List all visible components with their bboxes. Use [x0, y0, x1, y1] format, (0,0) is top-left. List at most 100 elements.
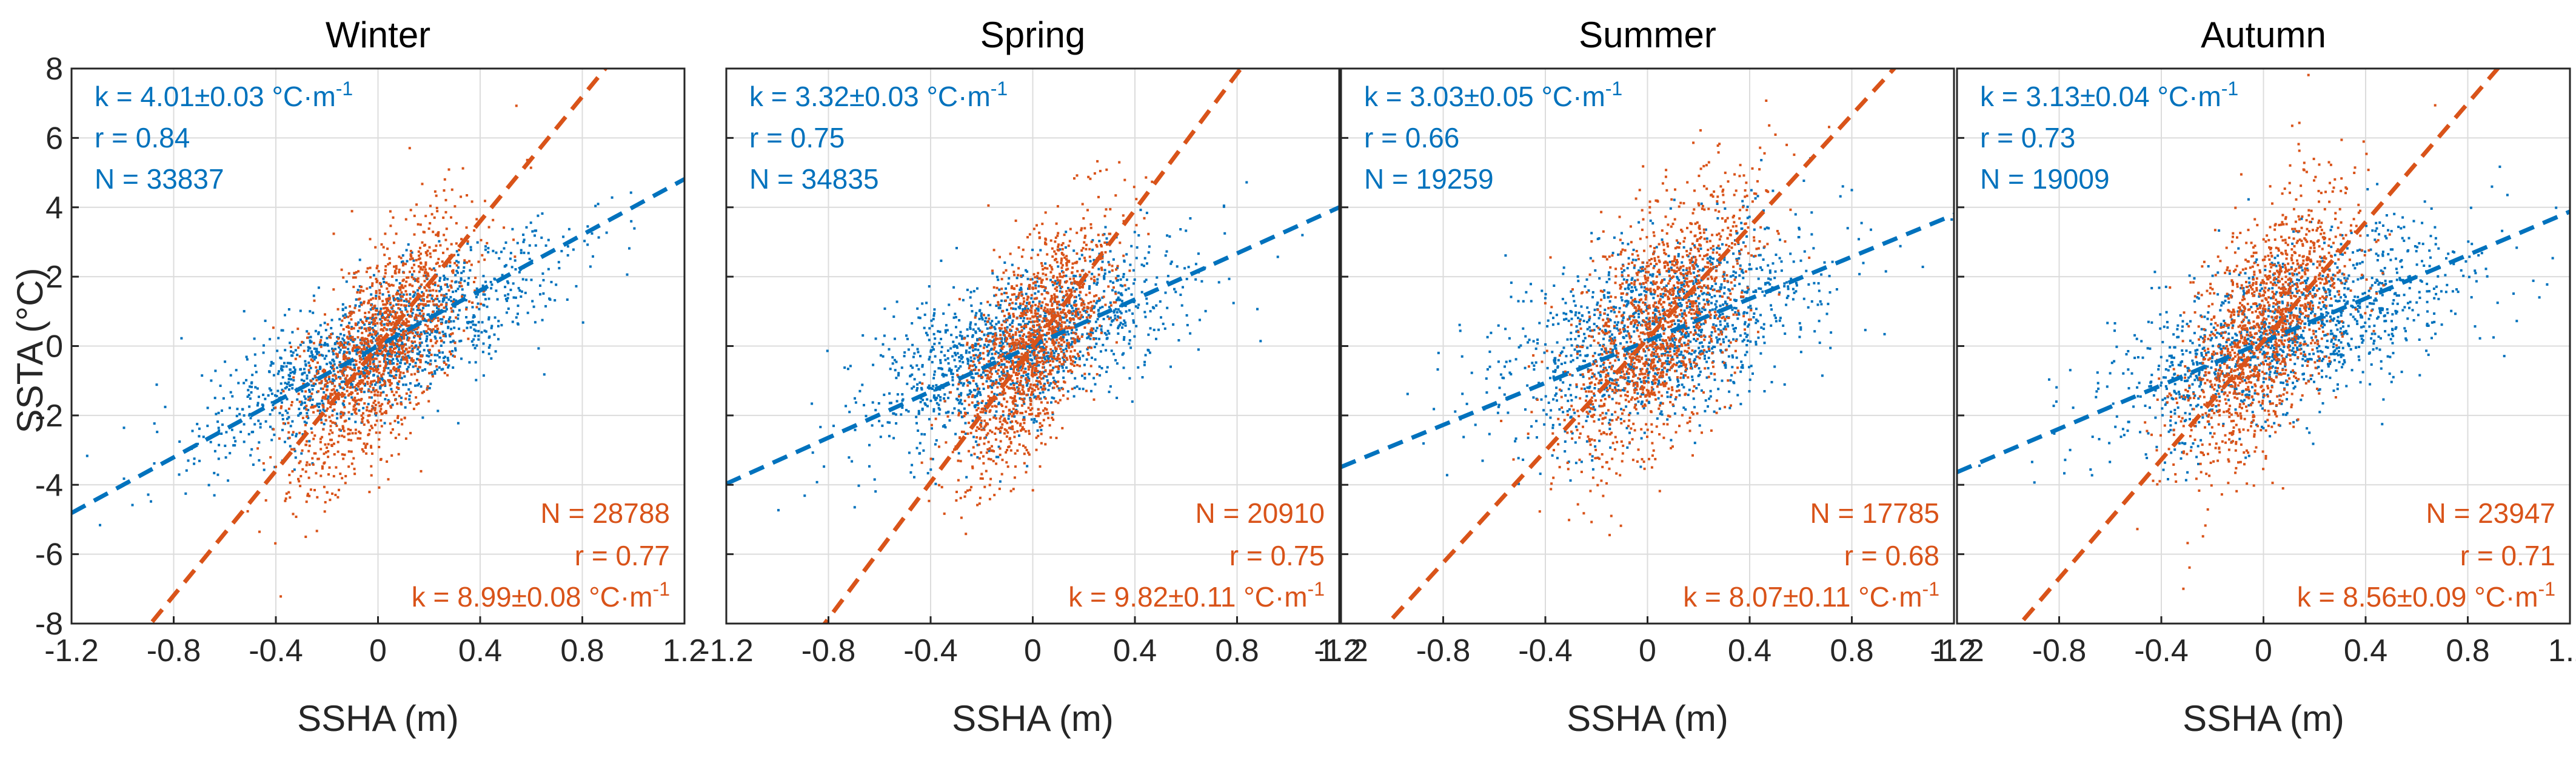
- scatter-point: [504, 286, 507, 289]
- scatter-point: [367, 299, 370, 302]
- scatter-point: [308, 463, 311, 466]
- scatter-point: [1099, 306, 1102, 309]
- scatter-point: [423, 332, 426, 335]
- scatter-point: [1022, 274, 1025, 277]
- scatter-point: [1028, 432, 1031, 436]
- scatter-point: [320, 354, 323, 357]
- scatter-point: [286, 383, 289, 386]
- scatter-point: [324, 375, 327, 378]
- x-axis-label: SSHA (m): [297, 698, 459, 739]
- scatter-point: [315, 404, 318, 407]
- scatter-point: [367, 334, 370, 337]
- scatter-point: [402, 262, 405, 265]
- scatter-point: [419, 267, 422, 271]
- scatter-point: [970, 454, 973, 457]
- scatter-point: [1105, 349, 1108, 352]
- scatter-point: [229, 374, 232, 377]
- scatter-point: [1060, 259, 1063, 262]
- scatter-point: [307, 417, 310, 420]
- scatter-point: [992, 249, 995, 252]
- scatter-point: [396, 344, 399, 347]
- scatter-point: [958, 319, 961, 321]
- scatter-point: [945, 411, 948, 414]
- scatter-point: [394, 399, 396, 402]
- scatter-point: [1049, 264, 1051, 267]
- scatter-point: [467, 283, 470, 286]
- scatter-point: [1029, 403, 1032, 406]
- scatter-point: [879, 354, 882, 357]
- scatter-point: [269, 456, 272, 459]
- scatter-point: [470, 200, 473, 203]
- scatter-point: [406, 361, 409, 364]
- scatter-point: [390, 355, 393, 358]
- scatter-point: [1031, 489, 1034, 492]
- scatter-point: [947, 397, 950, 400]
- scatter-point: [390, 406, 393, 409]
- scatter-point: [1103, 275, 1106, 278]
- scatter-point: [406, 276, 408, 279]
- scatter-point: [1035, 307, 1039, 310]
- scatter-point: [1179, 228, 1182, 230]
- scatter-point: [269, 338, 272, 341]
- scatter-point: [940, 259, 943, 262]
- scatter-point: [987, 204, 990, 207]
- scatter-point: [971, 395, 974, 399]
- scatter-point: [483, 304, 486, 307]
- scatter-point: [961, 416, 964, 419]
- scatter-point: [358, 361, 361, 364]
- scatter-point: [1077, 308, 1080, 311]
- scatter-point: [544, 304, 547, 308]
- scatter-point: [389, 405, 392, 408]
- scatter-point: [305, 405, 308, 408]
- scatter-point: [447, 366, 450, 369]
- scatter-point: [851, 460, 854, 463]
- scatter-point: [1119, 241, 1122, 244]
- scatter-point: [408, 324, 411, 327]
- scatter-point: [955, 397, 958, 400]
- scatter-point: [370, 333, 373, 336]
- scatter-point: [1194, 263, 1197, 266]
- scatter-point: [960, 430, 963, 433]
- scatter-point: [937, 403, 940, 406]
- scatter-point: [425, 271, 428, 274]
- scatter-point: [432, 283, 435, 286]
- scatter-point: [272, 362, 275, 365]
- scatter-point: [1086, 337, 1089, 340]
- scatter-point: [289, 384, 292, 387]
- scatter-point: [878, 420, 881, 423]
- scatter-point: [392, 362, 395, 365]
- scatter-point: [1002, 389, 1005, 392]
- scatter-point: [984, 374, 987, 377]
- scatter-point: [384, 366, 387, 369]
- scatter-point: [370, 335, 373, 338]
- scatter-point: [324, 383, 327, 386]
- scatter-point: [1111, 264, 1114, 267]
- scatter-point: [406, 260, 409, 263]
- scatter-point: [1051, 302, 1054, 305]
- scatter-point: [474, 361, 477, 364]
- scatter-point: [526, 311, 529, 314]
- scatter-point: [369, 276, 372, 279]
- scatter-point: [439, 318, 442, 321]
- scatter-point: [460, 277, 463, 280]
- scatter-point: [471, 306, 474, 309]
- scatter-point: [888, 434, 891, 437]
- scatter-point: [431, 375, 434, 378]
- scatter-point: [399, 371, 402, 374]
- scatter-point: [928, 387, 931, 390]
- scatter-point: [1044, 369, 1047, 372]
- scatter-point: [370, 446, 373, 449]
- scatter-point: [339, 386, 342, 389]
- scatter-point: [438, 349, 441, 352]
- scatter-point: [1002, 414, 1005, 417]
- scatter-point: [384, 232, 387, 235]
- scatter-point: [264, 420, 267, 423]
- scatter-point: [415, 396, 418, 399]
- scatter-point: [307, 449, 310, 453]
- scatter-point: [956, 352, 959, 355]
- scatter-point: [1092, 306, 1096, 309]
- scatter-point: [422, 312, 425, 315]
- scatter-point: [315, 370, 318, 373]
- scatter-point: [974, 395, 977, 399]
- scatter-point: [241, 408, 244, 411]
